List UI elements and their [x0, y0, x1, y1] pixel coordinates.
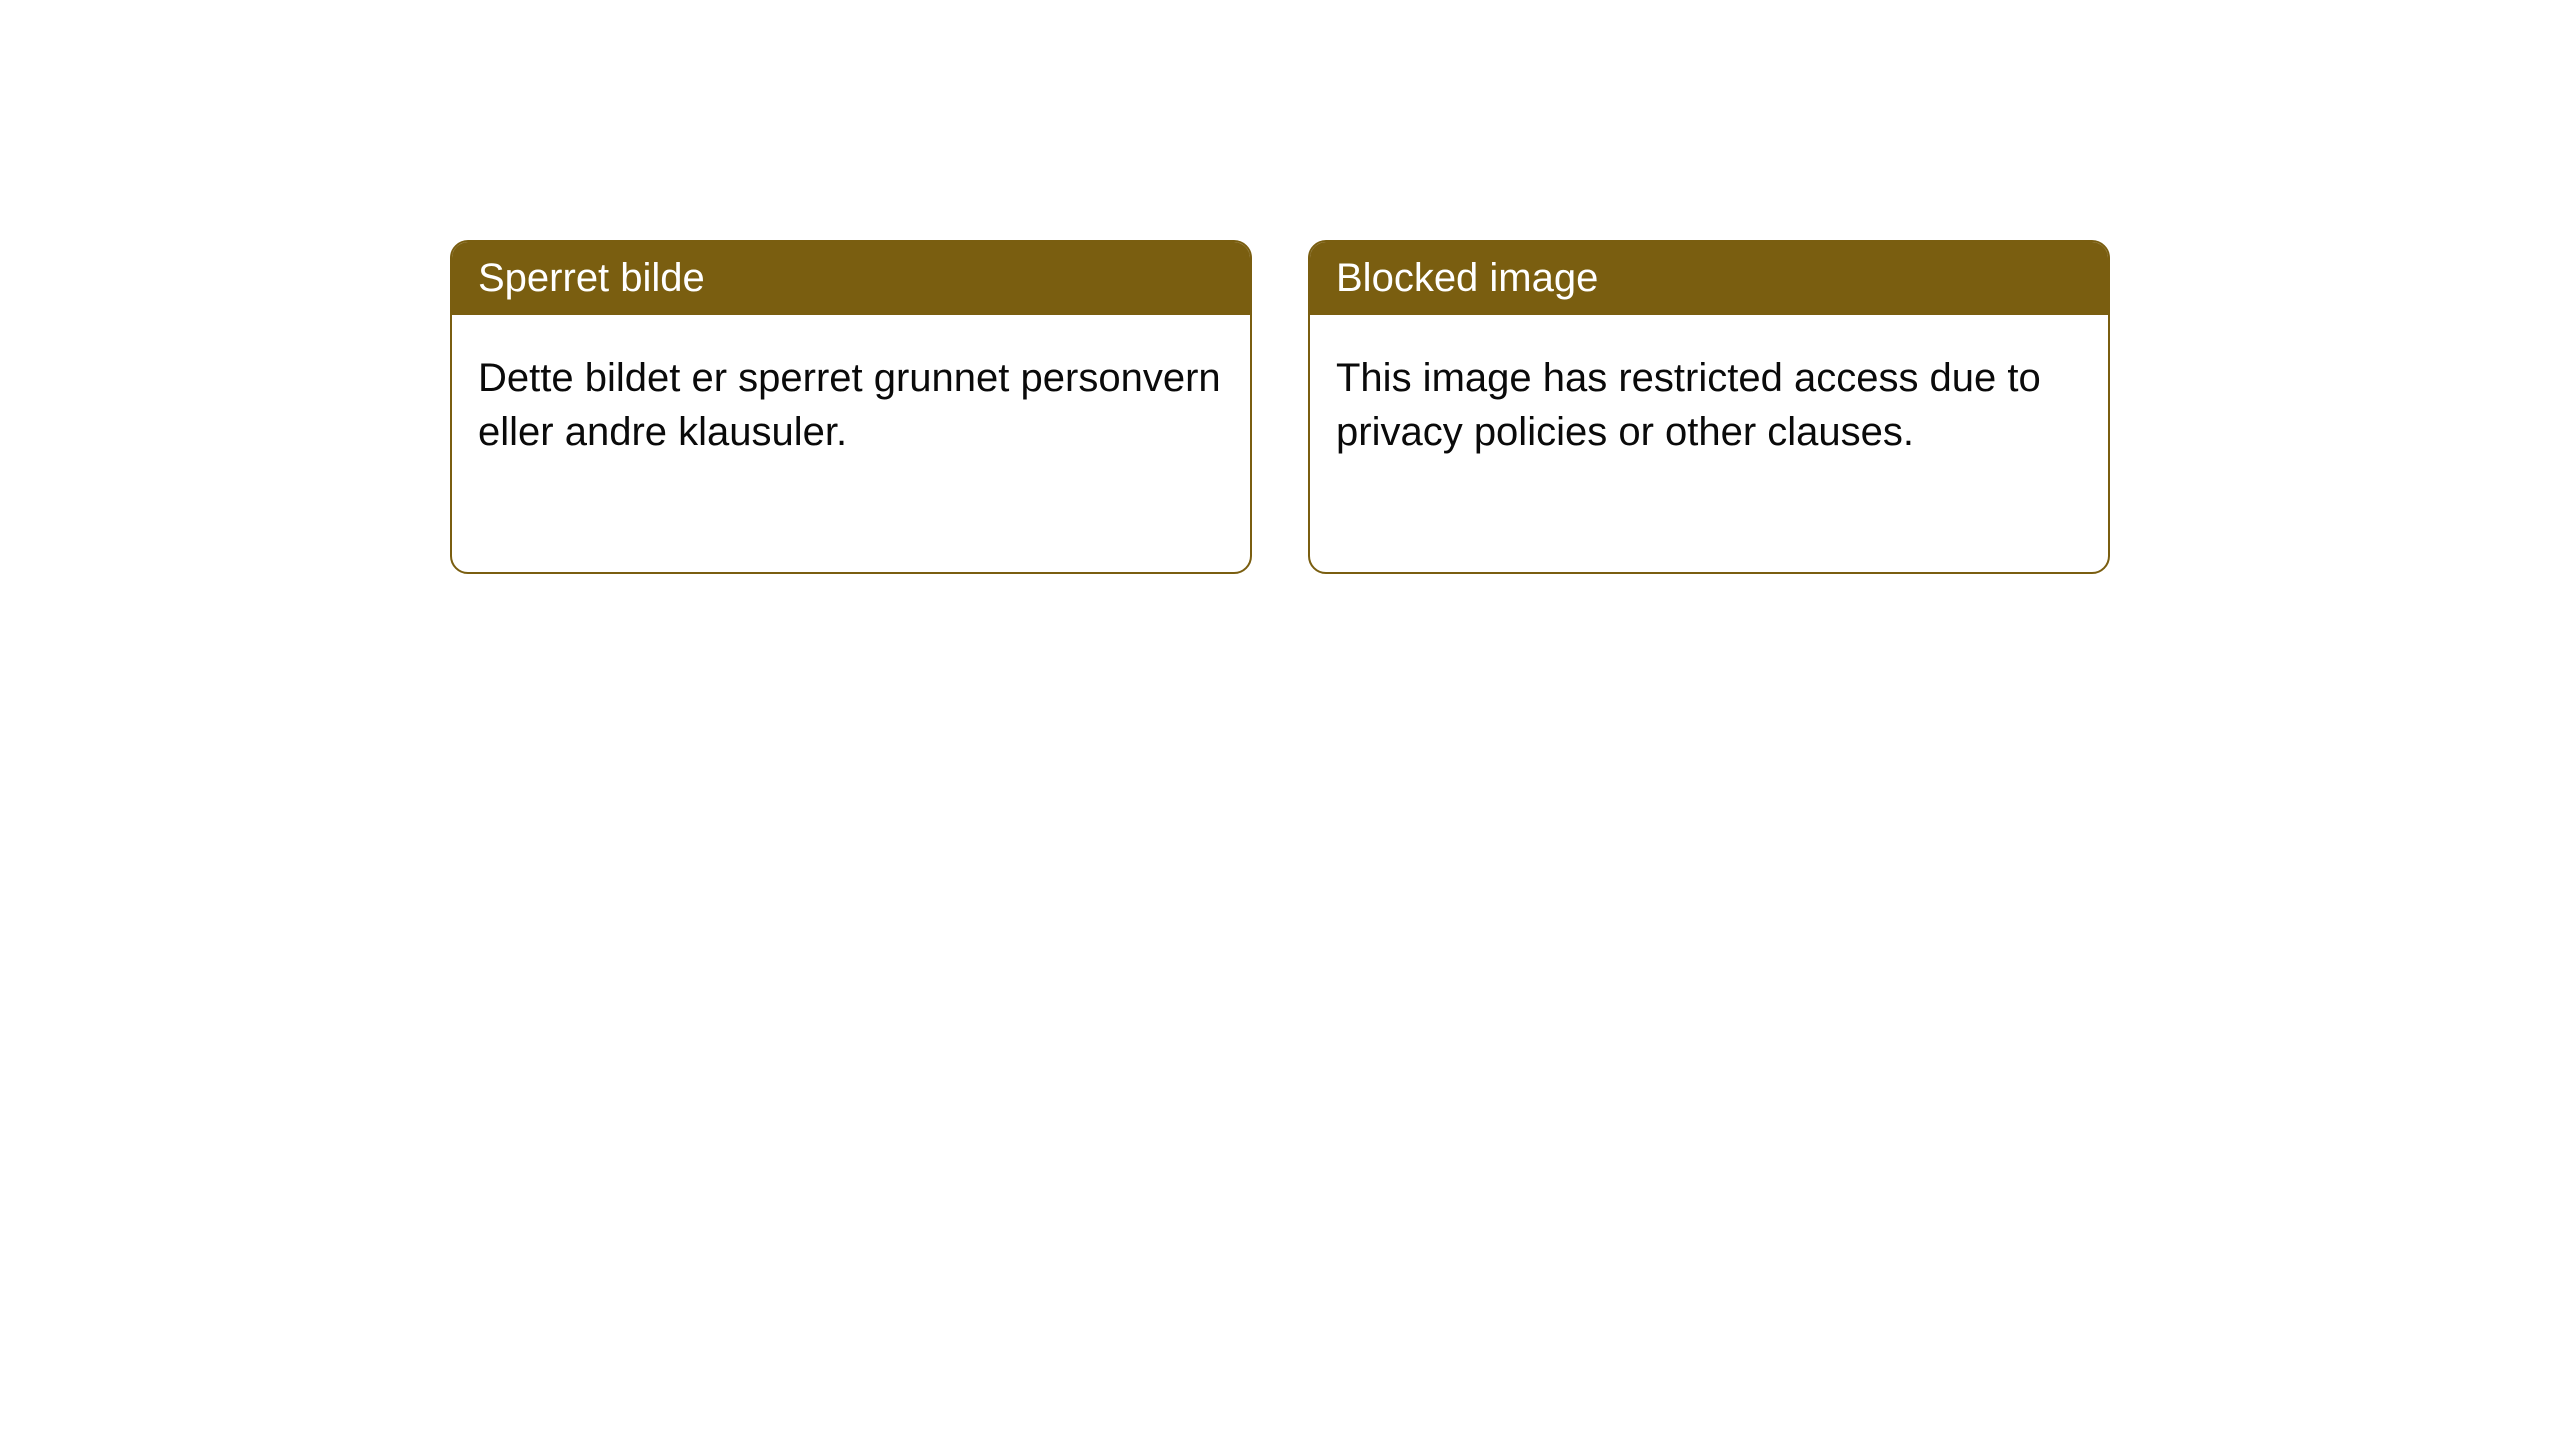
notice-card-en: Blocked image This image has restricted … — [1308, 240, 2110, 574]
card-message: This image has restricted access due to … — [1336, 351, 2082, 459]
card-title: Blocked image — [1336, 256, 1598, 300]
card-body: This image has restricted access due to … — [1310, 315, 2108, 572]
card-header: Blocked image — [1310, 242, 2108, 315]
card-title: Sperret bilde — [478, 256, 705, 300]
notice-card-no: Sperret bilde Dette bildet er sperret gr… — [450, 240, 1252, 574]
card-message: Dette bildet er sperret grunnet personve… — [478, 351, 1224, 459]
notice-container: Sperret bilde Dette bildet er sperret gr… — [450, 240, 2110, 574]
card-header: Sperret bilde — [452, 242, 1250, 315]
card-body: Dette bildet er sperret grunnet personve… — [452, 315, 1250, 572]
